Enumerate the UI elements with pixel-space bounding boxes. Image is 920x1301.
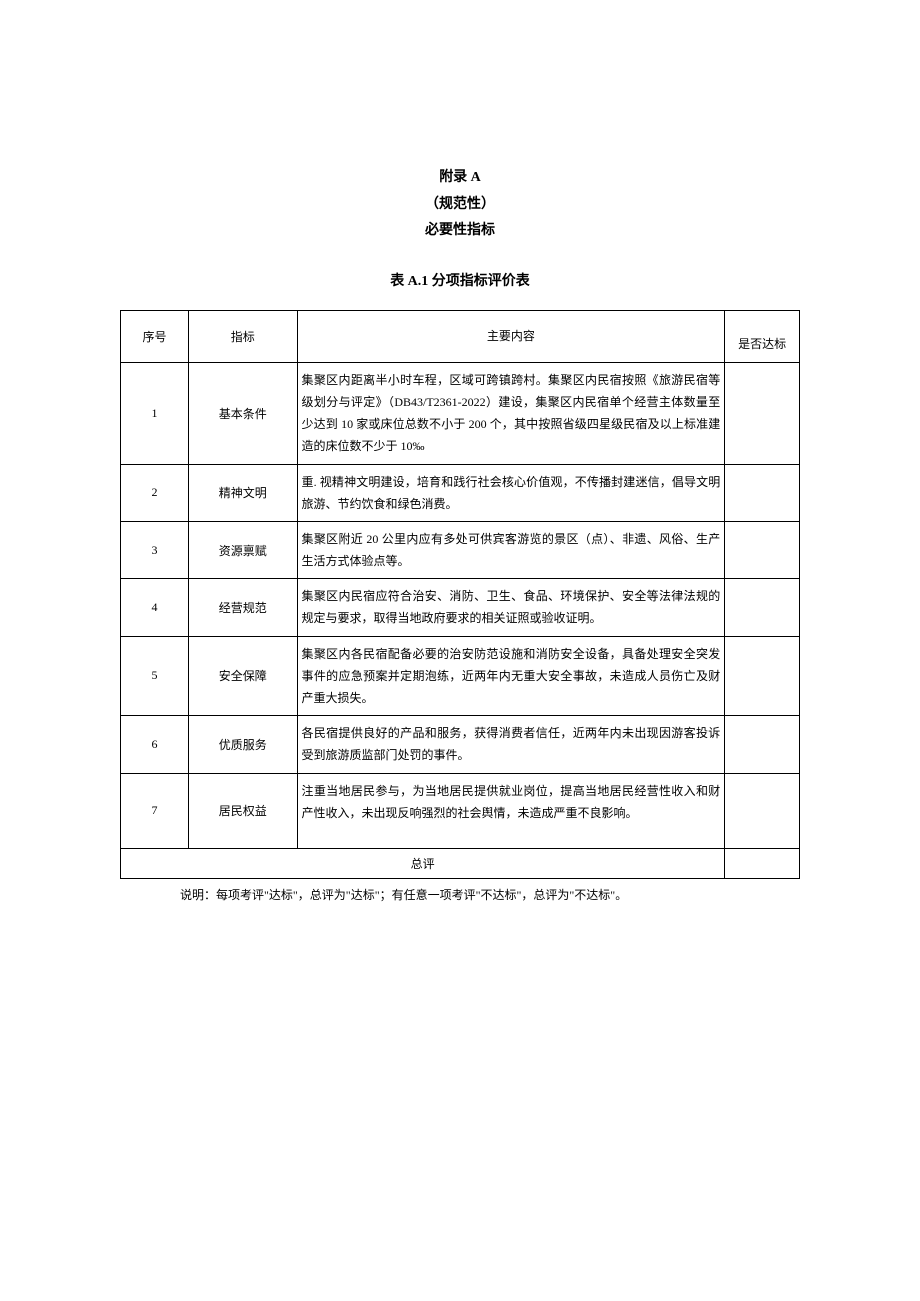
cell-content: 注重当地居民参与，为当地居民提供就业岗位，提高当地居民经营性收入和财产性收入，未… [297, 773, 725, 848]
col-header-meet: 是否达标 [725, 310, 800, 362]
document-header: 附录 A （规范性） 必要性指标 [120, 165, 800, 245]
necessity-label: 必要性指标 [120, 218, 800, 245]
total-value [725, 848, 800, 878]
total-row: 总评 [121, 848, 800, 878]
table-title: 表 A.1 分项指标评价表 [120, 270, 800, 290]
table-row: 6 优质服务 各民宿提供良好的产品和服务，获得消费者信任，近两年内未出现因游客投… [121, 716, 800, 773]
table-row: 4 经营规范 集聚区内民宿应符合治安、消防、卫生、食品、环境保护、安全等法律法规… [121, 579, 800, 636]
cell-meet [725, 579, 800, 636]
cell-indicator: 资源禀赋 [188, 521, 297, 578]
cell-content: 重. 视精神文明建设，培育和践行社会核心价值观，不传播封建迷信，倡导文明旅游、节… [297, 464, 725, 521]
table-row: 3 资源禀赋 集聚区附近 20 公里内应有多处可供宾客游览的景区（点）、非遗、风… [121, 521, 800, 578]
cell-content: 各民宿提供良好的产品和服务，获得消费者信任，近两年内未出现因游客投诉受到旅游质监… [297, 716, 725, 773]
col-header-seq: 序号 [121, 310, 189, 362]
cell-seq: 7 [121, 773, 189, 848]
cell-indicator: 经营规范 [188, 579, 297, 636]
col-header-indicator: 指标 [188, 310, 297, 362]
table-body: 1 基本条件 集聚区内距离半小时车程，区域可跨镇跨村。集聚区内民宿按照《旅游民宿… [121, 362, 800, 878]
table-row: 1 基本条件 集聚区内距离半小时车程，区域可跨镇跨村。集聚区内民宿按照《旅游民宿… [121, 362, 800, 464]
col-header-content: 主要内容 [297, 310, 725, 362]
table-row: 7 居民权益 注重当地居民参与，为当地居民提供就业岗位，提高当地居民经营性收入和… [121, 773, 800, 848]
evaluation-table: 序号 指标 主要内容 是否达标 1 基本条件 集聚区内距离半小时车程，区域可跨镇… [120, 310, 800, 879]
table-row: 5 安全保障 集聚区内各民宿配备必要的治安防范设施和消防安全设备，具备处理安全突… [121, 636, 800, 716]
note-text: 说明：每项考评"达标"，总评为"达标"；有任意一项考评"不达标"，总评为"不达标… [120, 885, 800, 907]
normative-label: （规范性） [120, 192, 800, 219]
cell-content: 集聚区内民宿应符合治安、消防、卫生、食品、环境保护、安全等法律法规的规定与要求，… [297, 579, 725, 636]
cell-seq: 6 [121, 716, 189, 773]
cell-meet [725, 362, 800, 464]
cell-seq: 1 [121, 362, 189, 464]
cell-meet [725, 464, 800, 521]
cell-indicator: 基本条件 [188, 362, 297, 464]
cell-seq: 4 [121, 579, 189, 636]
table-header-row: 序号 指标 主要内容 是否达标 [121, 310, 800, 362]
table-row: 2 精神文明 重. 视精神文明建设，培育和践行社会核心价值观，不传播封建迷信，倡… [121, 464, 800, 521]
cell-content: 集聚区内距离半小时车程，区域可跨镇跨村。集聚区内民宿按照《旅游民宿等级划分与评定… [297, 362, 725, 464]
cell-indicator: 精神文明 [188, 464, 297, 521]
cell-seq: 5 [121, 636, 189, 716]
cell-meet [725, 773, 800, 848]
appendix-label: 附录 A [120, 165, 800, 192]
cell-indicator: 居民权益 [188, 773, 297, 848]
cell-indicator: 安全保障 [188, 636, 297, 716]
cell-seq: 2 [121, 464, 189, 521]
cell-content: 集聚区内各民宿配备必要的治安防范设施和消防安全设备，具备处理安全突发事件的应急预… [297, 636, 725, 716]
cell-meet [725, 521, 800, 578]
cell-meet [725, 636, 800, 716]
cell-content: 集聚区附近 20 公里内应有多处可供宾客游览的景区（点）、非遗、风俗、生产生活方… [297, 521, 725, 578]
cell-indicator: 优质服务 [188, 716, 297, 773]
total-label: 总评 [121, 848, 725, 878]
cell-seq: 3 [121, 521, 189, 578]
cell-meet [725, 716, 800, 773]
